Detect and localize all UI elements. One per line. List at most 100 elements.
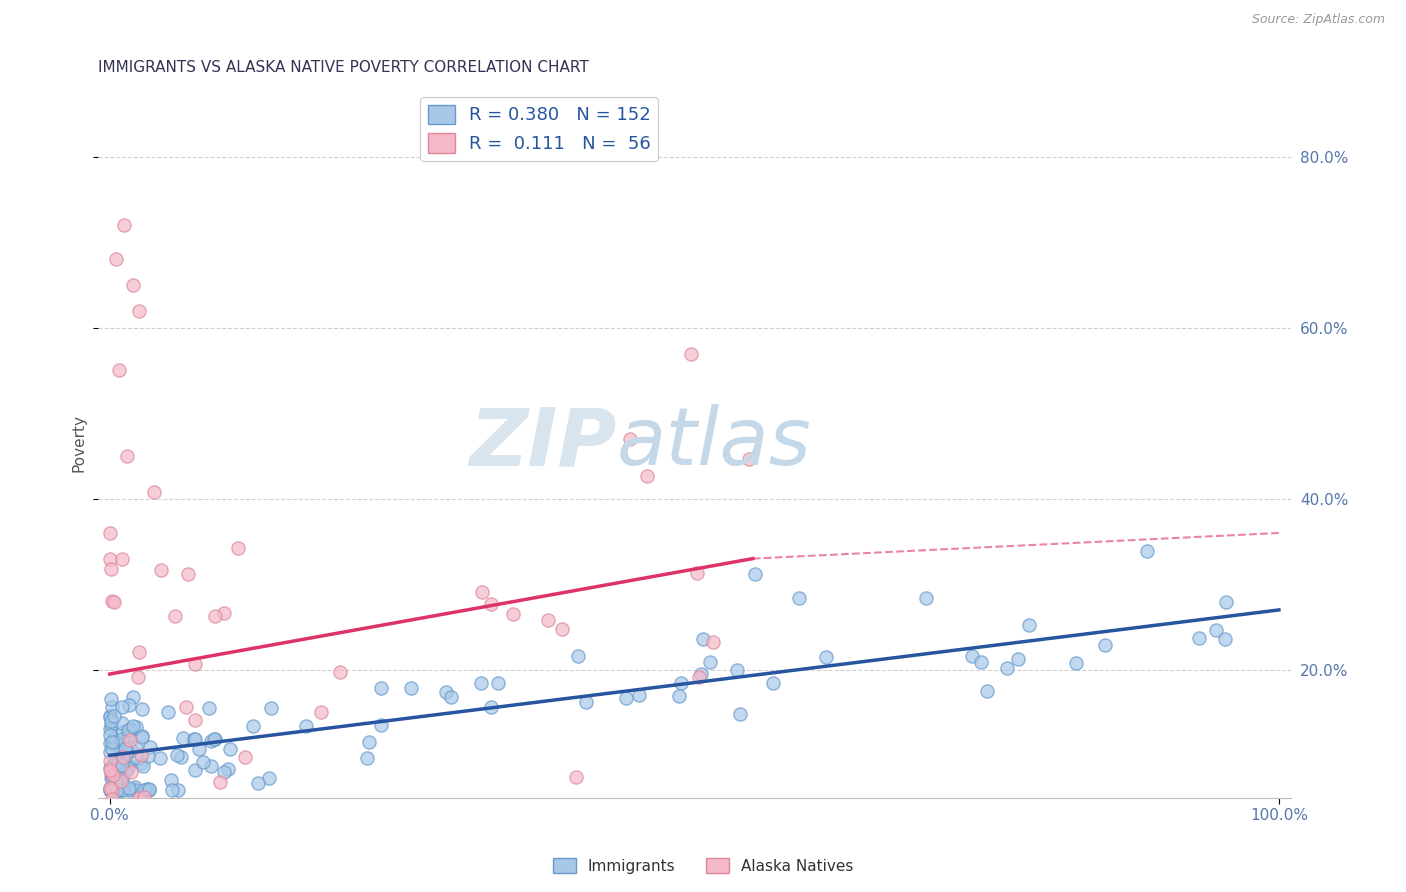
Point <box>98 526 121 541</box>
Point <box>138 781 160 796</box>
Point <box>117 698 139 713</box>
Point <box>100 771 122 785</box>
Point <box>98 722 121 736</box>
Point <box>188 741 211 756</box>
Point <box>103 755 125 769</box>
Point <box>226 541 249 555</box>
Point <box>98 782 121 797</box>
Point <box>131 729 153 743</box>
Point <box>98 709 121 723</box>
Point <box>104 769 127 783</box>
Point <box>440 690 463 704</box>
Point <box>202 731 225 746</box>
Point <box>486 676 509 690</box>
Point <box>209 775 232 789</box>
Point <box>212 606 235 620</box>
Point <box>686 566 709 581</box>
Point <box>132 789 155 804</box>
Point <box>117 761 139 775</box>
Point <box>98 552 121 566</box>
Y-axis label: Poverty: Poverty <box>72 414 86 472</box>
Point <box>1188 631 1211 645</box>
Point <box>329 665 352 680</box>
Point <box>1213 632 1236 646</box>
Point <box>112 724 135 739</box>
Point <box>118 730 141 744</box>
Point <box>575 695 598 709</box>
Point <box>122 719 145 733</box>
Point <box>176 567 198 582</box>
Point <box>200 758 222 772</box>
Text: IMMIGRANTS VS ALASKA NATIVE POVERTY CORRELATION CHART: IMMIGRANTS VS ALASKA NATIVE POVERTY CORR… <box>98 60 589 75</box>
Point <box>219 741 242 756</box>
Point <box>104 252 127 267</box>
Point <box>135 782 157 797</box>
Point <box>564 770 586 784</box>
Point <box>104 782 127 797</box>
Point <box>111 758 134 772</box>
Point <box>120 765 142 780</box>
Point <box>699 656 721 670</box>
Point <box>183 713 205 727</box>
Point <box>111 700 134 714</box>
Point <box>212 764 235 779</box>
Legend: Immigrants, Alaska Natives: Immigrants, Alaska Natives <box>547 852 859 880</box>
Point <box>502 607 524 621</box>
Point <box>110 774 132 789</box>
Point <box>136 749 159 764</box>
Point <box>98 780 121 795</box>
Point <box>184 763 207 777</box>
Point <box>101 792 124 806</box>
Point <box>738 452 761 467</box>
Point <box>149 563 172 577</box>
Point <box>172 731 194 745</box>
Point <box>1094 639 1116 653</box>
Point <box>191 755 214 769</box>
Point <box>399 681 422 696</box>
Point <box>170 750 193 764</box>
Point <box>111 731 134 746</box>
Point <box>112 750 135 764</box>
Point <box>1007 651 1029 665</box>
Point <box>127 750 149 764</box>
Point <box>110 764 132 779</box>
Point <box>104 782 127 797</box>
Point <box>257 772 280 786</box>
Point <box>98 761 121 775</box>
Point <box>101 768 124 782</box>
Point <box>101 782 124 797</box>
Point <box>100 562 122 576</box>
Point <box>679 347 702 361</box>
Point <box>295 719 318 733</box>
Point <box>636 469 658 483</box>
Point <box>260 701 283 715</box>
Point <box>669 676 692 690</box>
Point <box>183 732 205 747</box>
Point <box>204 731 226 746</box>
Point <box>98 728 121 742</box>
Point <box>728 706 751 721</box>
Point <box>108 749 131 764</box>
Point <box>1018 618 1040 632</box>
Point <box>115 760 138 774</box>
Point <box>100 717 122 731</box>
Point <box>98 764 121 778</box>
Point <box>98 754 121 768</box>
Point <box>242 719 264 733</box>
Point <box>112 782 135 797</box>
Point <box>370 681 392 695</box>
Point <box>914 591 936 606</box>
Point <box>124 780 146 795</box>
Point <box>166 748 188 763</box>
Point <box>174 700 197 714</box>
Point <box>204 609 226 624</box>
Point <box>107 782 129 797</box>
Point <box>100 714 122 728</box>
Point <box>111 552 134 566</box>
Point <box>627 689 650 703</box>
Point <box>104 775 127 789</box>
Point <box>107 747 129 762</box>
Point <box>111 716 134 731</box>
Point <box>762 675 785 690</box>
Point <box>356 751 378 765</box>
